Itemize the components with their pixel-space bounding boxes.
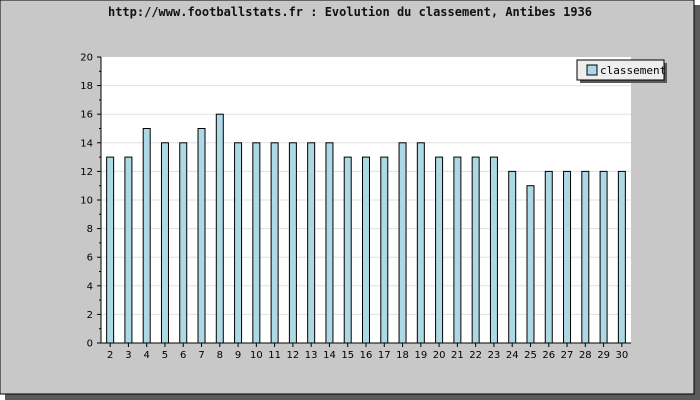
x-tick-label: 4 (144, 350, 150, 361)
y-tick-label: 8 (87, 224, 93, 235)
bar (599, 170, 608, 344)
y-tick-label: 4 (87, 281, 93, 292)
bar (270, 142, 279, 344)
bar (471, 156, 480, 344)
bars (106, 113, 626, 344)
bar (307, 142, 316, 344)
x-tick-label: 27 (561, 350, 574, 361)
x-tick-label: 8 (217, 350, 223, 361)
bar (380, 156, 389, 344)
bar (362, 156, 370, 344)
bar (234, 142, 243, 344)
x-tick-label: 29 (597, 350, 610, 361)
bar (489, 156, 498, 344)
bar (453, 156, 462, 344)
y-tick-label: 6 (87, 253, 93, 264)
x-tick-label: 11 (268, 350, 281, 361)
x-tick-label: 7 (198, 350, 204, 361)
x-tick-label: 21 (451, 350, 464, 361)
y-tick-label: 20 (80, 53, 93, 64)
legend: classement (576, 59, 667, 83)
bar (435, 156, 444, 344)
bar (160, 142, 169, 344)
bar (215, 113, 224, 344)
bar (142, 128, 151, 344)
y-tick-label: 18 (80, 81, 93, 92)
bar (526, 185, 535, 344)
bar (398, 142, 407, 344)
x-tick-label: 26 (542, 350, 555, 361)
bar (416, 142, 425, 344)
bar (544, 170, 553, 344)
bar (252, 142, 261, 344)
x-tick-label: 2 (107, 350, 113, 361)
x-tick-label: 22 (469, 350, 482, 361)
x-tick-label: 6 (180, 350, 186, 361)
x-axis-ticks: 2 3 4 5 6 7 8 9 10 11 12 13 14 15 16 17 18 19 20 21 22 23 24 25… (107, 343, 628, 361)
x-tick-label: 13 (305, 350, 318, 361)
bar (343, 156, 352, 344)
x-tick-label: 25 (524, 350, 537, 361)
bar (288, 142, 297, 344)
legend-label: classement (600, 64, 666, 77)
x-tick-label: 16 (360, 350, 373, 361)
y-axis-ticks: 0 2 4 6 8 10 12 14 16 18 20 (80, 53, 101, 350)
x-tick-label: 10 (250, 350, 263, 361)
bar (179, 142, 188, 344)
y-tick-label: 2 (87, 310, 93, 321)
x-tick-label: 18 (396, 350, 409, 361)
x-tick-label: 19 (414, 350, 427, 361)
y-tick-label: 14 (80, 138, 93, 149)
y-tick-label: 10 (80, 196, 93, 207)
legend-swatch (586, 64, 598, 76)
chart-title: http://www.footballstats.fr : Evolution … (108, 5, 592, 19)
x-tick-label: 23 (488, 350, 501, 361)
x-tick-label: 3 (125, 350, 131, 361)
x-tick-label: 15 (341, 350, 354, 361)
y-tick-label: 0 (87, 339, 93, 350)
y-tick-label: 12 (80, 167, 93, 178)
x-tick-label: 30 (615, 350, 628, 361)
bar (581, 170, 590, 344)
x-tick-label: 20 (433, 350, 446, 361)
x-tick-label: 24 (506, 350, 519, 361)
bar (325, 142, 334, 344)
x-tick-label: 5 (162, 350, 168, 361)
x-tick-label: 28 (579, 350, 592, 361)
bar (563, 170, 572, 344)
x-tick-label: 9 (235, 350, 241, 361)
x-tick-label: 14 (323, 350, 336, 361)
x-tick-label: 17 (378, 350, 391, 361)
bar (508, 170, 517, 344)
bar (197, 128, 206, 344)
legend-box (576, 59, 665, 81)
bar (617, 170, 626, 344)
x-tick-label: 12 (287, 350, 300, 361)
bar (106, 156, 115, 344)
bar (124, 156, 133, 344)
y-tick-label: 16 (80, 110, 93, 121)
